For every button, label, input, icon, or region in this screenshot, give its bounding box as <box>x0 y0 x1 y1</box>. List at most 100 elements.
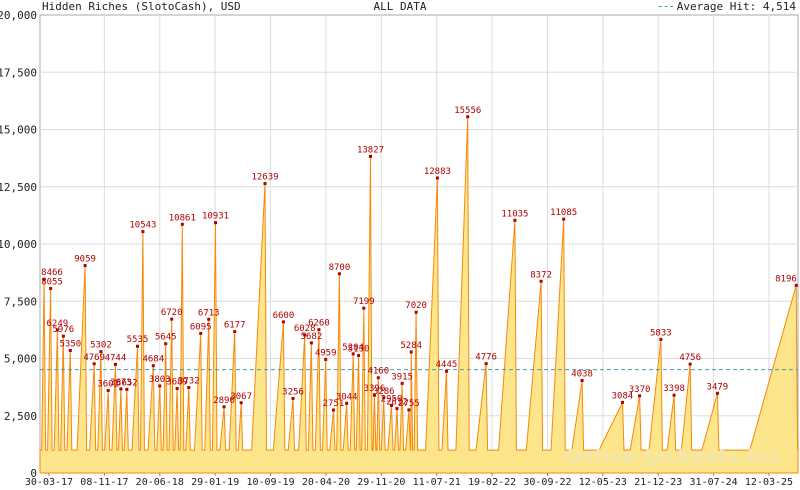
peak-marker <box>369 154 373 158</box>
peak-label: 5833 <box>650 328 672 338</box>
peak-label: 10931 <box>202 212 229 222</box>
peak-label: 3084 <box>612 391 634 401</box>
peak-label: 3396 <box>364 384 386 394</box>
peak-marker <box>345 401 349 405</box>
peak-label: 4160 <box>367 367 389 377</box>
peak-label: 3067 <box>230 392 252 402</box>
peak-label: 6260 <box>308 319 330 329</box>
y-tick-label: 5,000 <box>4 353 37 366</box>
x-tick-label: 08-11-17 <box>80 477 128 488</box>
x-tick-label: 20-04-20 <box>302 477 350 488</box>
peak-label: 3370 <box>629 385 651 395</box>
peak-marker <box>362 306 366 310</box>
peak-marker <box>390 403 394 407</box>
peak-label: 4756 <box>679 353 701 363</box>
peak-label: 4684 <box>142 355 164 365</box>
peak-marker <box>484 362 488 366</box>
peak-marker <box>42 277 46 281</box>
peak-marker <box>466 115 470 119</box>
peak-marker <box>794 283 798 287</box>
x-tick-label: 20-06-18 <box>136 477 184 488</box>
peak-label: 4445 <box>436 360 458 370</box>
y-tick-label: 10,000 <box>0 238 37 251</box>
peak-marker <box>99 350 103 354</box>
peak-label: 6720 <box>161 308 183 318</box>
x-tick-label: 31-07-24 <box>690 477 738 488</box>
peak-label: 2755 <box>398 399 420 409</box>
x-tick-label: 19-02-22 <box>468 477 516 488</box>
peak-label: 6177 <box>224 321 246 331</box>
peak-label: 5350 <box>59 339 81 349</box>
y-tick-label: 0 <box>30 467 37 480</box>
y-tick-label: 20,000 <box>0 9 37 22</box>
peak-marker <box>372 393 376 397</box>
peak-label: 5204 <box>342 343 364 353</box>
peak-label: 3479 <box>707 382 729 392</box>
peak-label: 5284 <box>400 341 422 351</box>
peak-marker <box>317 328 321 332</box>
peak-marker <box>61 334 65 338</box>
y-tick-label: 17,500 <box>0 66 37 79</box>
legend-label: Average Hit: 4,514 <box>676 0 796 13</box>
peak-label: 5130 <box>348 345 370 355</box>
peak-label: 6249 <box>47 319 69 329</box>
peak-marker <box>407 408 411 412</box>
peak-marker <box>207 317 211 321</box>
peak-marker <box>106 389 110 393</box>
y-axis: 0 2,500 5,000 7,500 10,000 12,500 15,000 17,500… <box>0 9 37 480</box>
peak-label: 3689 <box>166 378 188 388</box>
peak-marker <box>239 401 243 405</box>
peak-marker <box>187 386 191 390</box>
x-axis: 30-03-17 08-11-17 20-06-18 29-01-19 10-09-19… <box>25 473 793 488</box>
peak-marker <box>400 381 404 385</box>
y-tick-label: 12,500 <box>0 181 37 194</box>
peak-marker <box>141 230 145 234</box>
peak-marker <box>303 333 307 337</box>
peak-marker <box>672 393 676 397</box>
peak-marker <box>688 362 692 366</box>
peak-marker <box>170 317 174 321</box>
peak-marker <box>113 362 117 366</box>
peak-marker <box>444 369 448 373</box>
x-tick-label: 30-03-17 <box>25 477 73 488</box>
peak-marker <box>659 337 663 341</box>
peak-marker <box>351 352 355 356</box>
peak-marker <box>68 348 72 352</box>
peak-marker <box>562 217 566 221</box>
x-tick-label: 30-09-22 <box>523 477 571 488</box>
x-tick-label: 12-03-25 <box>745 477 793 488</box>
peak-marker <box>83 264 87 268</box>
peak-marker <box>199 331 203 335</box>
peak-marker <box>331 408 335 412</box>
peak-label: 11035 <box>501 209 528 219</box>
x-tick-label: 29-11-20 <box>357 477 405 488</box>
peak-label: 3256 <box>282 387 304 397</box>
y-tick-label: 15,000 <box>0 124 37 137</box>
peak-marker <box>376 376 380 380</box>
peak-marker <box>580 379 584 383</box>
peak-label: 3044 <box>336 392 358 402</box>
peak-label: 3803 <box>149 375 171 385</box>
peak-marker <box>620 400 624 404</box>
peak-label: 6600 <box>273 311 295 321</box>
peak-label: 3652 <box>116 378 138 388</box>
x-tick-label: 21-12-23 <box>634 477 682 488</box>
peak-marker <box>222 405 226 409</box>
peak-marker <box>409 350 413 354</box>
peak-marker <box>715 391 719 395</box>
peak-label: 2751 <box>323 399 345 409</box>
peak-marker <box>281 320 285 324</box>
peak-marker <box>119 387 123 391</box>
peak-label: 5682 <box>301 332 323 342</box>
peak-marker <box>337 272 341 276</box>
peak-label: 7020 <box>405 301 427 311</box>
peak-marker <box>151 364 155 368</box>
peak-label: 8466 <box>41 268 63 278</box>
peak-marker <box>382 396 386 400</box>
peak-marker <box>357 354 361 358</box>
x-tick-label: 10-09-19 <box>246 477 294 488</box>
peak-label: 10543 <box>129 221 156 231</box>
peak-label: 12639 <box>251 173 278 183</box>
